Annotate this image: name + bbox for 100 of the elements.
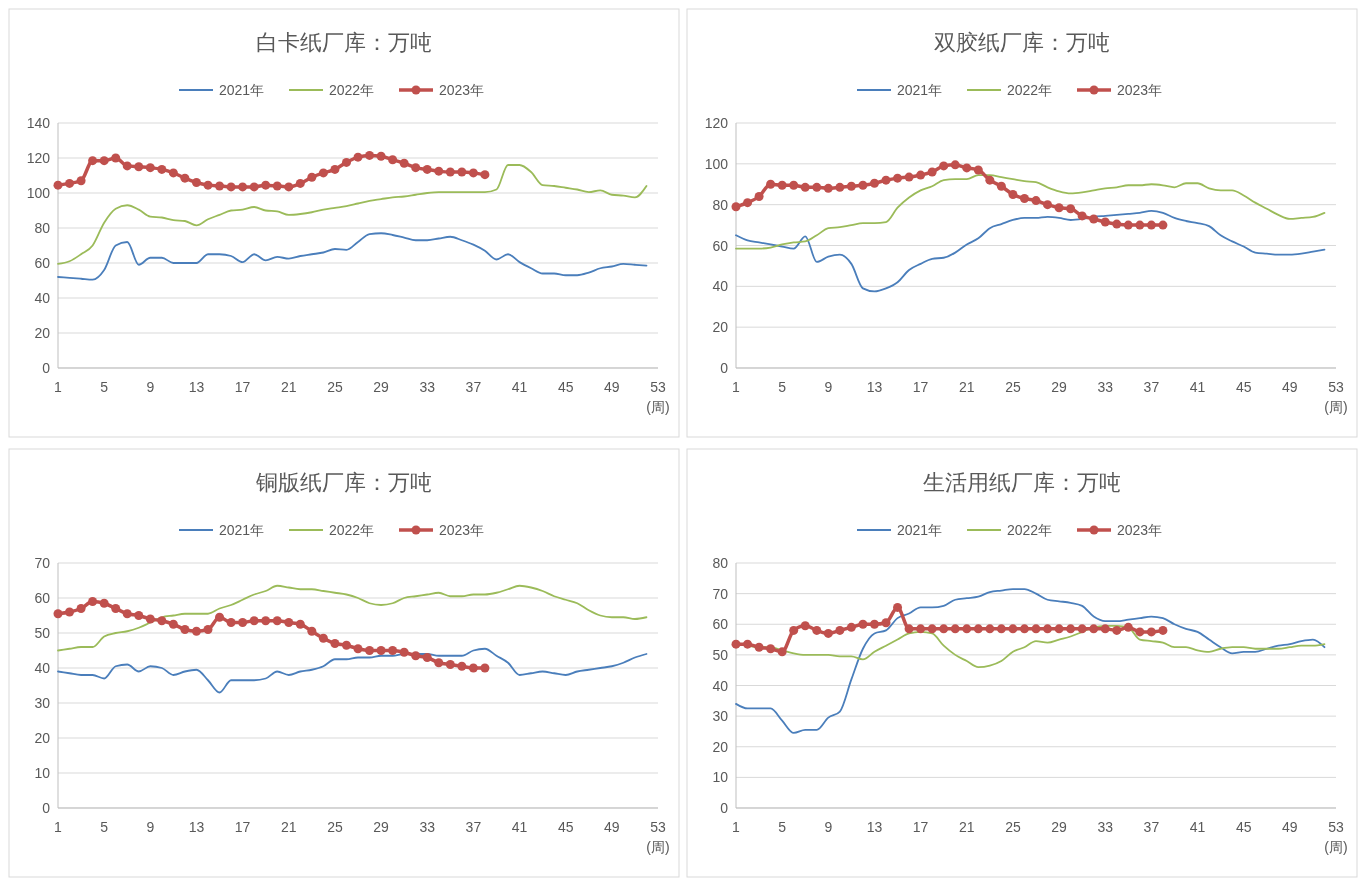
point bbox=[157, 164, 167, 174]
point bbox=[1031, 196, 1041, 206]
point bbox=[434, 658, 444, 668]
point bbox=[480, 663, 490, 673]
point bbox=[226, 182, 236, 192]
point bbox=[111, 604, 121, 613]
point bbox=[766, 179, 776, 189]
point bbox=[1123, 220, 1133, 230]
x-tick-label: 1 bbox=[54, 379, 63, 395]
x-tick-label: 13 bbox=[188, 379, 205, 395]
point bbox=[1019, 194, 1029, 204]
point bbox=[88, 597, 98, 606]
point bbox=[1112, 625, 1122, 635]
x-tick-label: 17 bbox=[912, 379, 929, 395]
point bbox=[1066, 204, 1076, 214]
point bbox=[1077, 211, 1087, 221]
point bbox=[295, 178, 305, 188]
point bbox=[996, 624, 1006, 634]
chart-title: 白卡纸厂库：万吨 bbox=[256, 30, 432, 55]
line-series bbox=[57, 164, 648, 265]
point bbox=[869, 178, 879, 188]
point bbox=[1112, 219, 1122, 229]
point bbox=[168, 619, 178, 629]
point bbox=[99, 156, 109, 166]
y-tick-label: 60 bbox=[712, 237, 729, 254]
chart-title: 生活用纸厂库：万吨 bbox=[923, 470, 1121, 495]
x-tick-label: 45 bbox=[557, 819, 574, 835]
point bbox=[893, 173, 903, 183]
point bbox=[1146, 220, 1156, 230]
y-tick-label: 20 bbox=[712, 738, 729, 755]
point bbox=[1043, 624, 1053, 634]
point bbox=[422, 164, 432, 174]
point bbox=[754, 642, 764, 652]
point bbox=[846, 181, 856, 191]
point bbox=[180, 173, 190, 183]
point bbox=[743, 639, 753, 649]
point bbox=[249, 616, 259, 626]
point bbox=[1077, 624, 1087, 634]
x-tick-label: 13 bbox=[866, 819, 883, 835]
point bbox=[812, 625, 822, 635]
point bbox=[881, 175, 891, 185]
legend-label: 2021年 bbox=[219, 522, 265, 538]
x-tick-label: 53 bbox=[650, 819, 666, 835]
point bbox=[950, 624, 960, 634]
point bbox=[457, 661, 467, 671]
point bbox=[307, 626, 317, 636]
point bbox=[76, 176, 86, 186]
point bbox=[365, 646, 375, 655]
point bbox=[858, 180, 868, 190]
point bbox=[1135, 220, 1145, 230]
point bbox=[1008, 624, 1018, 634]
point bbox=[1089, 624, 1099, 634]
point bbox=[754, 192, 764, 201]
point bbox=[226, 618, 236, 627]
point bbox=[388, 155, 398, 165]
point bbox=[916, 624, 926, 634]
x-tick-label: 1 bbox=[54, 819, 63, 835]
y-tick-label: 0 bbox=[42, 800, 51, 816]
y-tick-label: 10 bbox=[34, 765, 51, 781]
point bbox=[985, 624, 995, 634]
legend-label: 2023年 bbox=[1117, 522, 1163, 538]
y-tick-label: 100 bbox=[704, 155, 729, 172]
x-tick-label: 37 bbox=[465, 819, 482, 835]
point bbox=[76, 604, 86, 613]
point bbox=[180, 625, 190, 634]
y-tick-label: 20 bbox=[34, 730, 51, 746]
point bbox=[134, 611, 144, 620]
point bbox=[399, 647, 409, 657]
point bbox=[1146, 627, 1156, 637]
point bbox=[411, 163, 421, 173]
x-tick-label: 5 bbox=[778, 819, 787, 835]
point bbox=[985, 175, 995, 185]
y-tick-label: 50 bbox=[34, 625, 51, 641]
x-tick-label: 21 bbox=[280, 379, 297, 395]
legend-label: 2023年 bbox=[439, 82, 485, 98]
point bbox=[145, 614, 155, 624]
x-tick-label: 21 bbox=[958, 379, 975, 395]
point bbox=[53, 180, 63, 190]
x-tick-label: 45 bbox=[557, 379, 574, 395]
point bbox=[365, 150, 375, 160]
x-tick-label: 41 bbox=[511, 819, 528, 835]
point bbox=[1008, 189, 1018, 199]
x-tick-label: 41 bbox=[1189, 379, 1206, 395]
point bbox=[777, 180, 787, 190]
point bbox=[88, 156, 98, 166]
point bbox=[134, 162, 144, 172]
y-tick-label: 0 bbox=[720, 800, 729, 816]
x-tick-label: 45 bbox=[1235, 819, 1252, 835]
point bbox=[65, 607, 75, 617]
x-tick-label: 29 bbox=[1051, 379, 1068, 395]
x-tick-label: 33 bbox=[419, 819, 436, 835]
point bbox=[916, 170, 926, 180]
x-tick-label: 5 bbox=[100, 819, 109, 835]
y-tick-label: 100 bbox=[26, 185, 51, 201]
point bbox=[157, 616, 167, 626]
legend-label: 2021年 bbox=[897, 522, 943, 538]
point bbox=[122, 161, 132, 171]
point bbox=[789, 625, 799, 635]
legend-label: 2021年 bbox=[219, 82, 265, 98]
x-tick-label: 37 bbox=[1143, 819, 1160, 835]
